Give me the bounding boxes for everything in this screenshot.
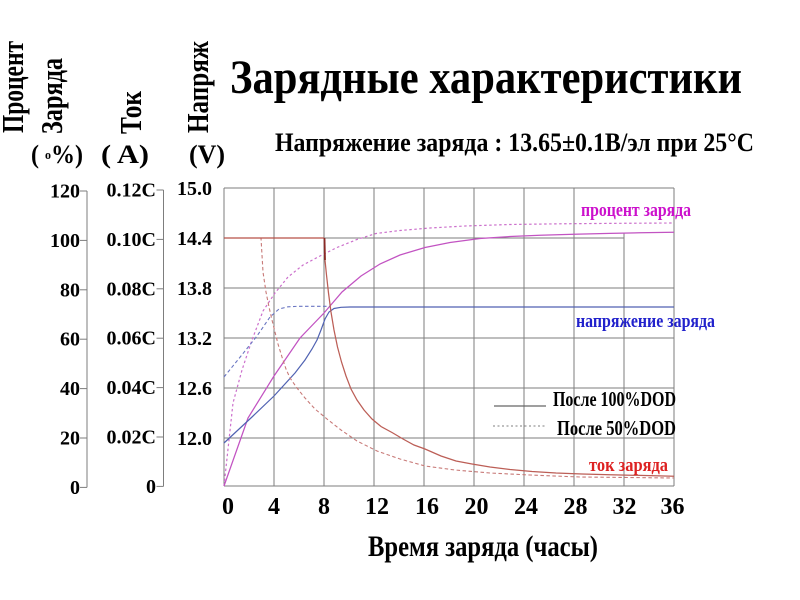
svg-text:4: 4: [268, 494, 280, 520]
svg-text:12: 12: [365, 494, 389, 520]
svg-text:20: 20: [465, 494, 489, 520]
svg-text:24: 24: [514, 494, 538, 520]
svg-text:13.8: 13.8: [177, 278, 212, 300]
svg-text:напряжение заряда: напряжение заряда: [576, 311, 715, 332]
svg-text:Напряж: Напряж: [180, 41, 215, 133]
svg-text:Процент: Процент: [0, 41, 30, 133]
svg-text:60: 60: [60, 329, 80, 351]
svg-text:( o%): ( o%): [31, 140, 83, 169]
svg-text:ток заряда: ток заряда: [589, 455, 668, 476]
svg-text:28: 28: [564, 494, 588, 520]
svg-text:100: 100: [50, 230, 80, 252]
svg-text:36: 36: [661, 494, 685, 520]
svg-text:16: 16: [415, 494, 439, 520]
svg-text:20: 20: [60, 428, 80, 450]
svg-text:Ток: Ток: [113, 91, 148, 134]
svg-text:14.4: 14.4: [177, 228, 212, 250]
svg-text:8: 8: [318, 494, 330, 520]
svg-text:0.02C: 0.02C: [107, 427, 156, 449]
svg-text:0.10C: 0.10C: [107, 229, 156, 251]
svg-text:Заряда: Заряда: [34, 58, 69, 134]
svg-text:(V): (V): [189, 140, 225, 169]
svg-text:13.2: 13.2: [177, 328, 212, 350]
svg-text:40: 40: [60, 378, 80, 400]
svg-text:( A): ( A): [101, 140, 149, 169]
svg-text:Время заряда (часы): Время заряда (часы): [368, 530, 598, 563]
svg-text:0.08C: 0.08C: [107, 278, 156, 300]
svg-text:80: 80: [60, 279, 80, 301]
svg-text:120: 120: [50, 181, 80, 203]
svg-text:После 50%DOD: После 50%DOD: [557, 416, 676, 440]
svg-text:0: 0: [222, 494, 234, 520]
svg-text:Напряжение заряда : 13.65±0.1: Напряжение заряда : 13.65±0.1В/эл при 25…: [275, 128, 754, 157]
svg-text:12.0: 12.0: [177, 428, 212, 450]
svg-text:0: 0: [146, 476, 156, 498]
svg-text:процент заряда: процент заряда: [581, 200, 691, 221]
svg-text:32: 32: [613, 494, 637, 520]
svg-text:0.04C: 0.04C: [107, 377, 156, 399]
svg-text:Зарядные характеристики: Зарядные характеристики: [230, 51, 742, 104]
svg-text:После 100%DOD: После 100%DOD: [553, 387, 676, 411]
svg-text:12.6: 12.6: [177, 378, 212, 400]
svg-text:0: 0: [70, 477, 80, 499]
svg-text:0.06C: 0.06C: [107, 328, 156, 350]
svg-text:0.12C: 0.12C: [107, 180, 156, 202]
svg-text:15.0: 15.0: [177, 178, 212, 200]
